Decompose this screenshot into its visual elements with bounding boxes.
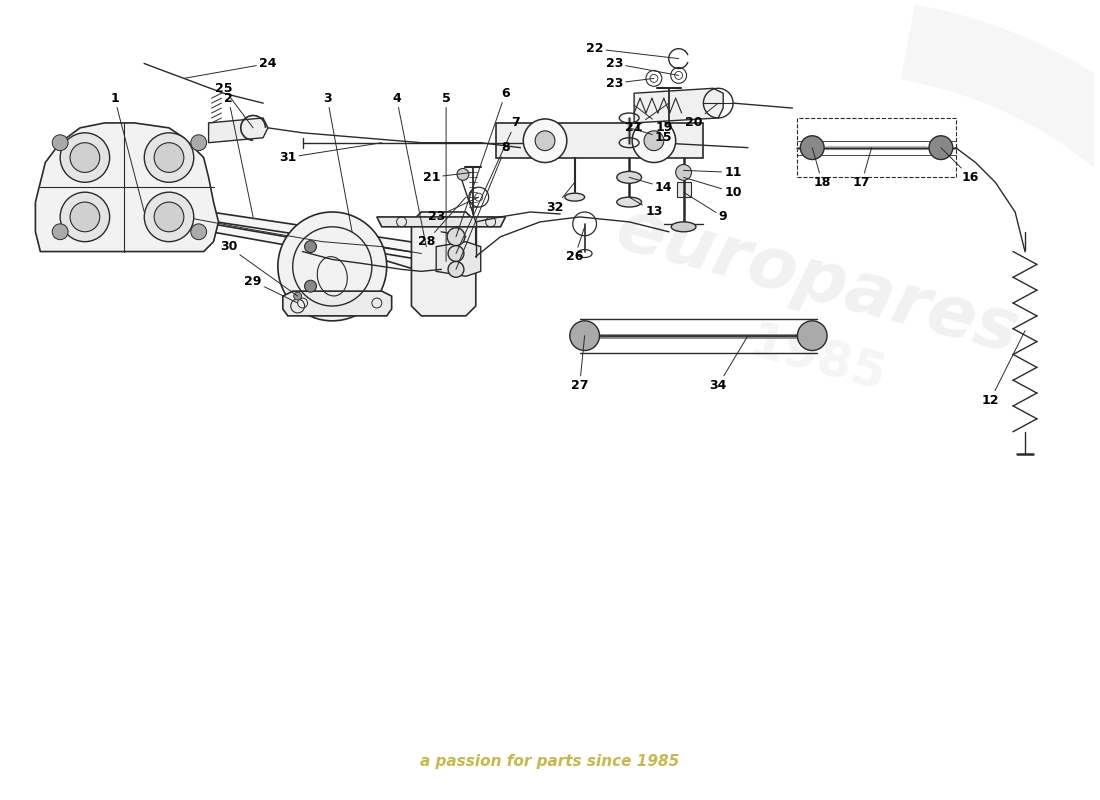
- Text: 30: 30: [220, 240, 298, 296]
- Circle shape: [52, 134, 68, 150]
- Text: 4: 4: [393, 92, 427, 246]
- Text: 9: 9: [683, 192, 727, 223]
- Polygon shape: [35, 123, 219, 251]
- Circle shape: [190, 224, 207, 240]
- Polygon shape: [55, 200, 144, 224]
- Circle shape: [798, 321, 827, 350]
- Text: 34: 34: [710, 336, 748, 392]
- Text: 21: 21: [422, 171, 473, 184]
- Text: 16: 16: [940, 148, 979, 184]
- Text: 7: 7: [456, 117, 519, 254]
- Polygon shape: [377, 217, 506, 227]
- Text: 12: 12: [981, 330, 1025, 406]
- Text: 19: 19: [634, 105, 672, 134]
- Circle shape: [154, 142, 184, 172]
- Circle shape: [632, 119, 675, 162]
- Polygon shape: [140, 202, 447, 257]
- Circle shape: [305, 280, 317, 292]
- Circle shape: [144, 192, 194, 242]
- Circle shape: [801, 136, 824, 159]
- Text: 14: 14: [629, 178, 672, 194]
- Circle shape: [144, 133, 194, 182]
- Text: 1985: 1985: [744, 319, 891, 402]
- Text: 6: 6: [456, 86, 509, 237]
- Text: 21: 21: [626, 103, 669, 134]
- Polygon shape: [676, 182, 691, 197]
- Text: 27: 27: [571, 336, 588, 392]
- Text: 10: 10: [683, 178, 741, 198]
- Text: 20: 20: [684, 103, 718, 130]
- Polygon shape: [437, 242, 481, 276]
- Polygon shape: [496, 123, 703, 158]
- Polygon shape: [283, 291, 392, 316]
- Text: 1: 1: [110, 92, 144, 212]
- Text: 29: 29: [244, 274, 298, 303]
- Text: 15: 15: [629, 128, 672, 144]
- Text: 25: 25: [214, 82, 253, 128]
- Text: 5: 5: [442, 92, 451, 262]
- Circle shape: [60, 192, 110, 242]
- Circle shape: [190, 134, 207, 150]
- Circle shape: [70, 142, 100, 172]
- Polygon shape: [411, 212, 476, 316]
- Circle shape: [305, 241, 317, 253]
- Text: 26: 26: [566, 227, 584, 263]
- Circle shape: [570, 321, 600, 350]
- Text: 23: 23: [428, 197, 478, 223]
- Circle shape: [536, 131, 554, 150]
- Polygon shape: [634, 88, 723, 123]
- Circle shape: [448, 262, 464, 278]
- Ellipse shape: [564, 193, 584, 201]
- Circle shape: [60, 133, 110, 182]
- Ellipse shape: [671, 222, 696, 232]
- Circle shape: [930, 136, 953, 159]
- Ellipse shape: [617, 171, 641, 183]
- Circle shape: [278, 212, 387, 321]
- Circle shape: [448, 246, 464, 262]
- Text: 3: 3: [323, 92, 352, 232]
- Circle shape: [447, 228, 465, 246]
- Text: 18: 18: [812, 148, 830, 189]
- Text: 32: 32: [547, 182, 574, 214]
- Circle shape: [456, 169, 469, 180]
- Circle shape: [52, 224, 68, 240]
- Circle shape: [154, 202, 184, 232]
- Text: 13: 13: [629, 197, 662, 218]
- Text: 2: 2: [224, 92, 253, 217]
- Circle shape: [70, 202, 100, 232]
- Text: 8: 8: [456, 141, 509, 270]
- Text: 17: 17: [852, 148, 871, 189]
- Circle shape: [675, 165, 692, 180]
- Text: europares: europares: [608, 194, 1026, 368]
- Circle shape: [294, 292, 301, 300]
- Text: 23: 23: [606, 57, 679, 75]
- Circle shape: [524, 119, 567, 162]
- Text: 28: 28: [418, 197, 466, 248]
- Text: 23: 23: [606, 77, 653, 90]
- Polygon shape: [209, 118, 268, 142]
- Circle shape: [644, 131, 663, 150]
- Ellipse shape: [617, 197, 641, 207]
- Text: 31: 31: [279, 142, 382, 164]
- Text: 22: 22: [586, 42, 679, 58]
- Text: 11: 11: [683, 166, 741, 179]
- Text: a passion for parts since 1985: a passion for parts since 1985: [420, 754, 680, 769]
- Text: 24: 24: [184, 57, 277, 78]
- Polygon shape: [144, 212, 441, 271]
